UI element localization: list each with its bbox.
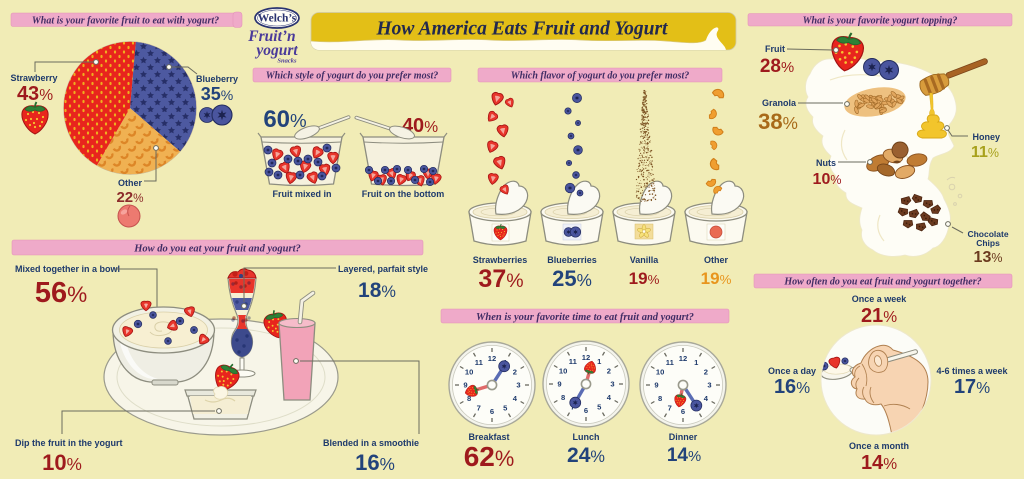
svg-text:9: 9 [557, 380, 561, 389]
svg-text:How often do you eat fruit and: How often do you eat fruit and yogurt to… [783, 277, 981, 288]
svg-text:4: 4 [513, 394, 518, 403]
svg-text:Chips: Chips [976, 238, 1000, 248]
svg-text:24%: 24% [567, 444, 605, 467]
svg-text:11%: 11% [971, 144, 999, 161]
svg-text:8: 8 [561, 393, 565, 402]
svg-text:4-6 times a week: 4-6 times a week [936, 366, 1008, 376]
svg-text:17%: 17% [954, 376, 990, 398]
svg-text:Honey: Honey [972, 132, 1000, 142]
svg-text:19%: 19% [701, 269, 732, 288]
svg-text:1: 1 [694, 358, 699, 367]
svg-text:Once a month: Once a month [849, 441, 909, 451]
svg-text:2: 2 [607, 366, 611, 375]
svg-text:3: 3 [610, 380, 614, 389]
svg-text:4: 4 [607, 393, 612, 402]
svg-text:5: 5 [597, 403, 602, 412]
svg-text:Fruit mixed in: Fruit mixed in [272, 189, 331, 199]
svg-text:18%: 18% [358, 279, 396, 302]
svg-text:Blueberry: Blueberry [196, 74, 238, 84]
svg-text:Fruit: Fruit [765, 44, 785, 54]
svg-text:How do you eat your fruit and: How do you eat your fruit and yogurt? [133, 243, 301, 254]
svg-text:14%: 14% [861, 452, 897, 474]
svg-text:Fruit’n: Fruit’n [247, 28, 295, 45]
svg-text:9: 9 [654, 381, 658, 390]
svg-text:5: 5 [503, 404, 508, 413]
svg-text:Blended in a smoothie: Blended in a smoothie [323, 438, 419, 448]
svg-text:3: 3 [707, 381, 711, 390]
svg-text:Strawberry: Strawberry [10, 73, 57, 83]
svg-text:Other: Other [118, 178, 143, 188]
svg-text:8: 8 [467, 394, 471, 403]
svg-text:35%: 35% [201, 84, 234, 104]
svg-text:7: 7 [668, 404, 672, 413]
svg-text:Which flavor of yogurt do you: Which flavor of yogurt do you prefer mos… [511, 71, 690, 82]
svg-text:11: 11 [475, 358, 484, 367]
svg-text:38%: 38% [758, 109, 798, 134]
svg-text:2: 2 [513, 367, 517, 376]
svg-text:How America Eats Fruit and Yog: How America Eats Fruit and Yogurt [376, 19, 669, 40]
svg-text:56%: 56% [35, 277, 87, 309]
svg-text:Dip the fruit in the yogurt: Dip the fruit in the yogurt [15, 438, 123, 448]
svg-text:Once a week: Once a week [852, 294, 908, 304]
svg-text:yogurt: yogurt [254, 42, 298, 59]
svg-text:37%: 37% [478, 265, 523, 293]
svg-text:21%: 21% [861, 305, 897, 327]
svg-text:13%: 13% [974, 249, 1003, 266]
svg-text:10%: 10% [813, 171, 842, 188]
svg-text:3: 3 [516, 381, 520, 390]
svg-text:Blueberries: Blueberries [547, 255, 597, 265]
svg-text:16%: 16% [355, 450, 395, 475]
svg-text:Which style of yogurt do you p: Which style of yogurt do you prefer most… [266, 71, 439, 82]
svg-text:60%: 60% [263, 106, 306, 133]
svg-text:6: 6 [681, 407, 685, 416]
svg-text:Strawberries: Strawberries [473, 255, 528, 265]
svg-text:Nuts: Nuts [816, 158, 836, 168]
svg-text:22%: 22% [116, 189, 143, 206]
svg-text:7: 7 [477, 404, 481, 413]
svg-text:28%: 28% [760, 56, 794, 77]
svg-text:4: 4 [704, 394, 709, 403]
svg-text:10%: 10% [42, 450, 82, 475]
svg-text:25%: 25% [552, 266, 592, 291]
svg-text:43%: 43% [17, 83, 53, 105]
svg-text:Once a day: Once a day [768, 366, 816, 376]
svg-text:When is your favorite time to: When is your favorite time to eat fruit … [476, 312, 694, 323]
svg-text:10: 10 [559, 366, 567, 375]
svg-text:6: 6 [584, 406, 588, 415]
svg-text:10: 10 [465, 367, 473, 376]
svg-text:Dinner: Dinner [669, 432, 698, 442]
svg-text:6: 6 [490, 407, 494, 416]
svg-text:14%: 14% [667, 445, 701, 466]
svg-text:12: 12 [582, 353, 590, 362]
svg-text:Vanilla: Vanilla [630, 255, 660, 265]
svg-text:8: 8 [658, 394, 662, 403]
svg-text:Welch’s: Welch’s [258, 13, 297, 25]
svg-text:Breakfast: Breakfast [468, 432, 509, 442]
svg-text:62%: 62% [464, 441, 515, 472]
svg-text:Granola: Granola [762, 98, 797, 108]
svg-text:12: 12 [679, 354, 687, 363]
svg-text:11: 11 [666, 358, 675, 367]
svg-text:12: 12 [488, 354, 496, 363]
svg-text:9: 9 [463, 381, 467, 390]
svg-text:Chocolate: Chocolate [967, 229, 1008, 239]
svg-text:2: 2 [704, 367, 708, 376]
svg-text:19%: 19% [629, 269, 660, 288]
svg-text:1: 1 [597, 357, 602, 366]
svg-text:11: 11 [569, 357, 578, 366]
svg-text:Lunch: Lunch [573, 432, 600, 442]
svg-text:What is your favorite fruit to: What is your favorite fruit to eat with … [32, 15, 219, 26]
svg-text:Fruit on the bottom: Fruit on the bottom [362, 189, 444, 199]
svg-text:Snacks: Snacks [277, 58, 297, 65]
svg-text:What is your favorite yogurt t: What is your favorite yogurt topping? [803, 15, 958, 26]
svg-text:16%: 16% [774, 376, 810, 398]
svg-text:10: 10 [656, 367, 664, 376]
svg-text:Layered, parfait style: Layered, parfait style [338, 264, 428, 274]
svg-text:Mixed together in a bowl: Mixed together in a bowl [15, 264, 120, 274]
svg-text:Other: Other [704, 255, 729, 265]
